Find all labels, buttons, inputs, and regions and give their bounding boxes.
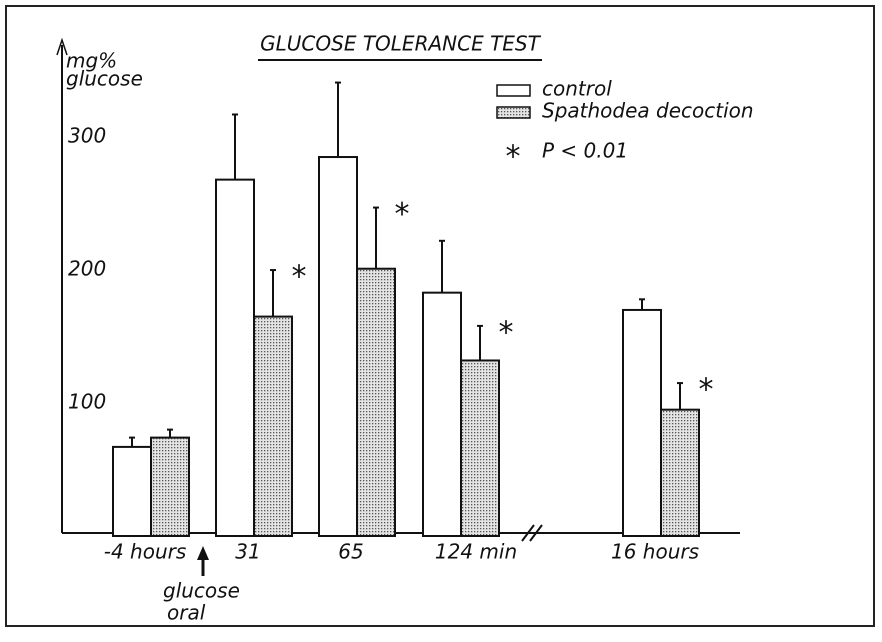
bar [622,308,662,537]
legend-symbol: * [506,140,521,175]
legend-label: P < 0.01 [542,139,628,163]
x-tick-label: 31 [235,540,260,564]
frame [5,5,875,627]
x-tick-label: 65 [338,540,363,564]
annotation: oral [167,601,206,625]
legend-swatch [496,84,531,97]
bar [253,315,293,538]
significance-mark: * [499,315,514,350]
annotation: glucose [163,579,240,603]
y-tick-label: 100 [68,390,106,414]
bar [422,291,462,537]
bar [460,359,500,537]
x-tick-label: 16 hours [611,540,699,564]
bar [318,156,358,537]
significance-mark: * [699,373,714,408]
bar [660,408,700,538]
y-axis-arrow [56,37,68,56]
chart-title: GLUCOSE TOLERANCE TEST [260,32,541,56]
y-axis-label: glucose [66,67,143,91]
bar [215,178,255,537]
significance-mark: * [292,260,307,295]
significance-mark: * [395,197,410,232]
bar [150,436,190,538]
x-tick-label: -4 hours [104,540,187,564]
bar [356,267,396,537]
legend-label: control [542,77,612,101]
annotation-arrowhead [197,546,209,560]
y-axis-label: mg% [66,49,117,73]
legend-swatch [496,106,531,119]
axis-break [521,524,543,542]
bar [112,445,152,537]
legend-label: Spathodea decoction [542,99,754,123]
y-tick-label: 200 [68,257,106,281]
x-tick-label: 124 min [435,540,517,564]
y-tick-label: 300 [68,124,106,148]
